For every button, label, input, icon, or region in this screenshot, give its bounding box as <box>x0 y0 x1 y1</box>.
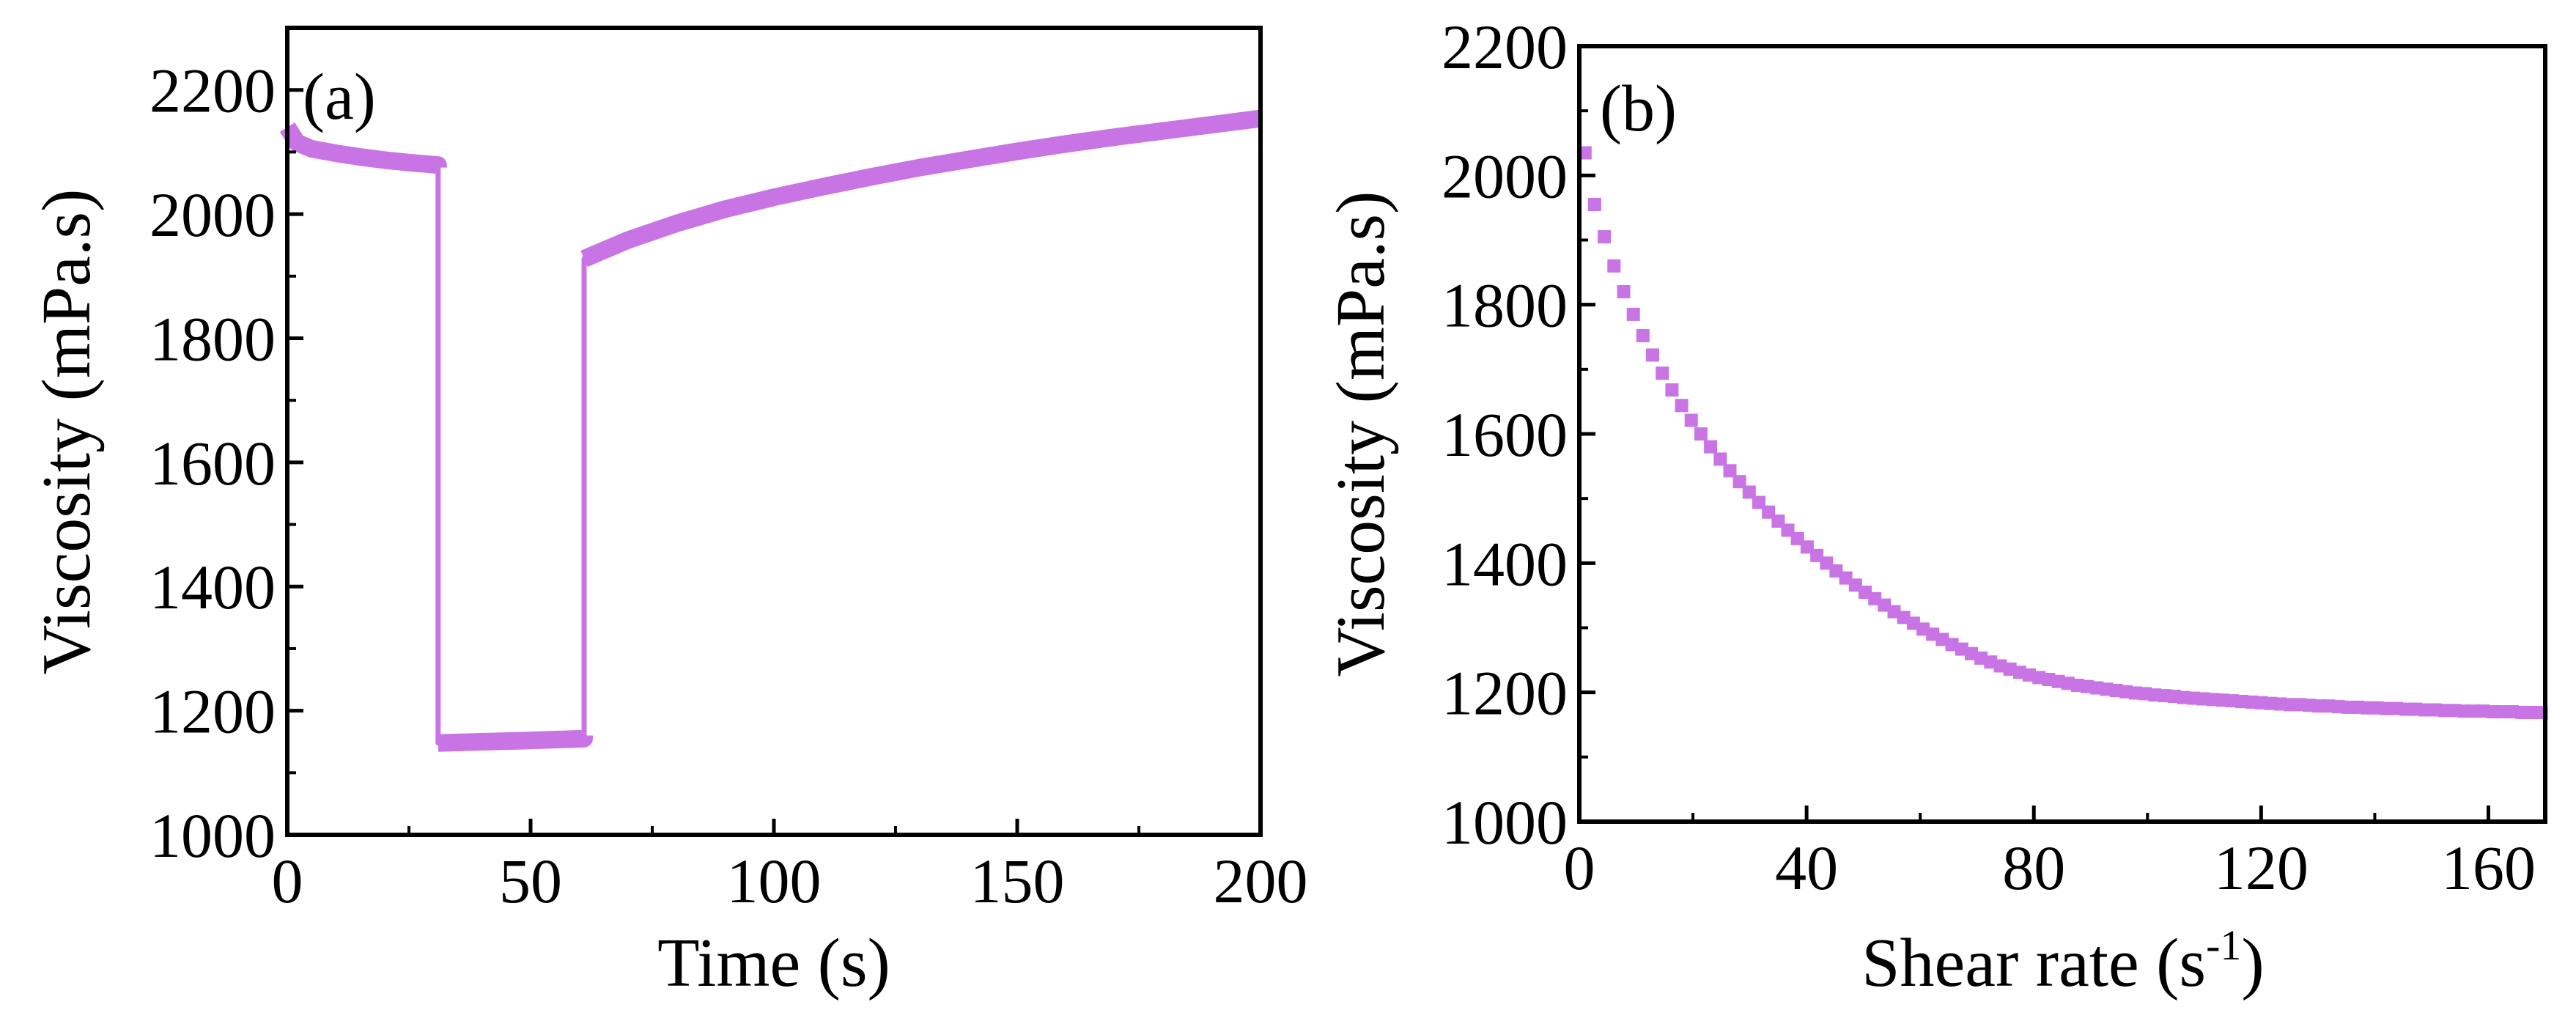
panel-b-data-point <box>1646 348 1659 362</box>
panel-b-data-point <box>1675 399 1689 413</box>
panel-b-x-tick-label: 40 <box>1775 833 1838 903</box>
panel-b-data-point <box>1742 485 1756 499</box>
panel-b-y-tick-label: 1600 <box>1442 399 1568 470</box>
panel-a: 0 50 100 150 200 1000 1200 1400 1600 1800 2000 2200… <box>29 26 1308 1001</box>
panel-b-data-point <box>1694 427 1708 441</box>
panel-b-x-tick-label: 0 <box>1564 833 1595 903</box>
panel-b-y-tick-label: 2200 <box>1442 12 1568 82</box>
panel-a-y-tick-label: 1800 <box>150 303 276 374</box>
panel-b-x-tick-label: 160 <box>2441 833 2536 903</box>
panel-a-x-tick-label: 50 <box>499 846 562 916</box>
panel-a-x-tick-label: 150 <box>970 846 1065 916</box>
panel-b-x-axis-title: Shear rate (s-1) <box>1861 921 2264 1001</box>
panel-a-label: (a) <box>303 61 376 133</box>
panel-a-y-tick-label: 1200 <box>150 677 276 747</box>
panel-a-series-segment <box>580 109 1262 268</box>
panel-b-y-tick-label: 1400 <box>1442 528 1568 599</box>
panel-a-series-segment <box>438 729 593 752</box>
panel-b-data-point <box>1732 475 1746 489</box>
panel-b-x-axis-title-main: Shear rate (s <box>1861 925 2206 1001</box>
panel-a-ticks: 0 50 100 150 200 1000 1200 1400 1600 1800 2000 2200 <box>150 56 1308 916</box>
panel-b-data-point <box>1578 146 1592 160</box>
panel-b-data-point <box>1607 259 1621 273</box>
panel-b-data-point <box>1656 366 1669 380</box>
panel-b-data-point <box>1665 383 1679 397</box>
panel-a-y-tick-label: 1000 <box>150 800 276 871</box>
panel-b-data-point <box>1684 413 1698 427</box>
panel-b-label: (b) <box>1600 73 1677 145</box>
panel-b-series <box>1578 146 2548 719</box>
panel-b-y-tick-label: 1000 <box>1442 787 1568 858</box>
panel-b-data-point <box>1636 329 1650 342</box>
panel-a-y-axis-title: Viscosity (mPa.s) <box>29 189 105 675</box>
panel-b-data-point <box>1723 464 1737 478</box>
panel-b-data-point <box>1617 285 1631 298</box>
panel-b-x-tick-label: 80 <box>2002 833 2065 903</box>
panel-a-y-tick-label: 2200 <box>150 56 276 126</box>
panel-b-data-point <box>1587 198 1601 211</box>
panel-a-x-tick-label: 0 <box>272 846 303 916</box>
panel-b-x-tick-label: 120 <box>2214 833 2309 903</box>
panel-a-series <box>279 109 1262 752</box>
panel-a-x-tick-label: 100 <box>727 846 822 916</box>
panel-b-y-tick-label: 2000 <box>1442 141 1568 211</box>
panel-b-x-axis-title-sup: -1 <box>2206 921 2241 969</box>
panel-a-y-tick-label: 1400 <box>150 552 276 622</box>
panel-b-data-point <box>1598 230 1612 244</box>
panel-b-y-tick-label: 1800 <box>1442 270 1568 341</box>
panel-b-y-tick-label: 1200 <box>1442 658 1568 729</box>
panel-a-x-tick-label: 200 <box>1214 846 1308 916</box>
panel-b-y-axis-title: Viscosity (mPa.s) <box>1323 191 1399 677</box>
panel-b-data-point <box>1713 452 1727 466</box>
panel-b: 0 40 80 120 1601000120014001600180020002200 … <box>1323 12 2548 1001</box>
panel-b-data-point <box>1704 440 1718 454</box>
panel-a-x-axis-title: Time (s) <box>657 925 890 1001</box>
panel-a-frame <box>285 26 1263 837</box>
panel-a-series-line <box>285 116 1261 746</box>
panel-a-series-segment <box>279 122 447 174</box>
panel-b-x-axis-title-end: ) <box>2241 925 2264 1001</box>
panel-b-data-point <box>1626 307 1640 321</box>
panel-a-y-tick-label: 1600 <box>150 428 276 498</box>
panel-a-y-tick-label: 2000 <box>150 180 276 250</box>
panel-b-ticks: 0 40 80 120 160 1000 1200 1400 1600 1800 2000 2200 <box>1442 12 2536 903</box>
